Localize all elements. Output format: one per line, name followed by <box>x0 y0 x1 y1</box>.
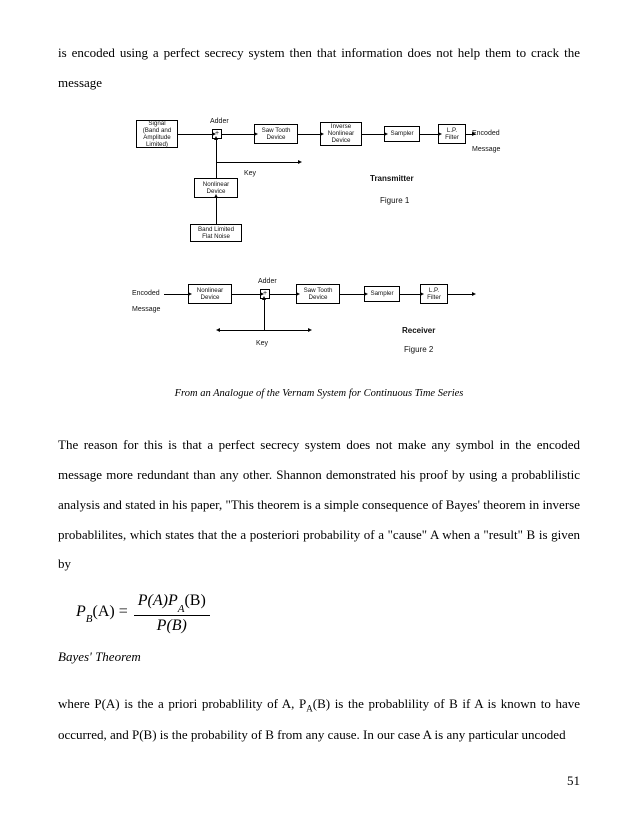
box-sawtooth1: Saw ToothDevice <box>254 124 298 144</box>
intro-paragraph: is encoded using a perfect secrecy syste… <box>58 38 580 98</box>
theorem-label: Bayes' Theorem <box>58 642 580 672</box>
arrow <box>400 294 420 295</box>
label-figure1: Figure 1 <box>380 192 409 210</box>
figure-caption: From an Analogue of the Vernam System fo… <box>58 382 580 406</box>
label-adder1: Adder <box>210 114 229 130</box>
box-lp1: L.P.Filter <box>438 124 466 144</box>
label-adder2: Adder <box>258 274 277 290</box>
arrow <box>448 294 472 295</box>
arrow <box>264 330 308 331</box>
label-transmitter: Transmitter <box>370 170 414 188</box>
label-figure2: Figure 2 <box>404 341 433 359</box>
label-encoded-in: EncodedMessage <box>132 286 160 318</box>
label-key1: Key <box>244 166 256 182</box>
page-number: 51 <box>567 766 580 796</box>
arrow <box>164 294 188 295</box>
box-lp2: L.P.Filter <box>420 284 448 304</box>
body-paragraph-2: The reason for this is that a perfect se… <box>58 430 580 579</box>
arrow <box>340 294 364 295</box>
label-encoded-out: EncodedMessage <box>472 126 500 158</box>
box-signal: Signal(Band andAmplitudeLimited) <box>136 120 178 148</box>
label-receiver: Receiver <box>402 322 435 340</box>
arrow <box>220 330 264 331</box>
arrow <box>216 198 217 224</box>
arrow <box>264 300 265 330</box>
arrow <box>420 134 438 135</box>
arrow <box>216 140 217 178</box>
box-flatnoise: Band LimitedFlat Noise <box>190 224 242 242</box>
arrow <box>216 162 298 163</box>
box-inverse: InverseNonlinearDevice <box>320 122 362 146</box>
arrow <box>362 134 384 135</box>
label-key2: Key <box>256 336 268 352</box>
box-nonlinear2: NonlinearDevice <box>188 284 232 304</box>
arrow <box>222 134 254 135</box>
arrow <box>232 294 260 295</box>
block-diagram: Signal(Band andAmplitudeLimited) Adder +… <box>134 116 504 376</box>
box-sawtooth2: Saw ToothDevice <box>296 284 340 304</box>
arrow <box>298 134 320 135</box>
body-paragraph-3: where P(A) is the a priori probablility … <box>58 689 580 749</box>
bayes-formula: PB(A) = P(A)PA(B) P(B) <box>76 593 580 633</box>
box-sampler1: Sampler <box>384 126 420 142</box>
diagram-container: Signal(Band andAmplitudeLimited) Adder +… <box>58 116 580 376</box>
arrow <box>466 134 472 135</box>
arrow <box>178 134 212 135</box>
arrow <box>270 294 296 295</box>
box-sampler2: Sampler <box>364 286 400 302</box>
